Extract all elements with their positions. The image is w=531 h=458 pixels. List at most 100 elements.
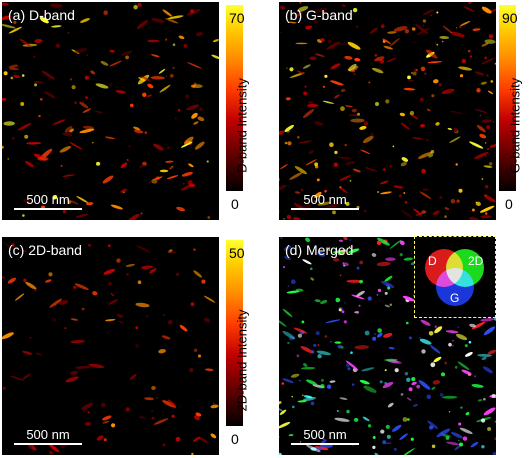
signal-spot (479, 205, 495, 213)
signal-spot (357, 112, 360, 116)
signal-spot (52, 317, 57, 322)
signal-spot (471, 208, 475, 212)
signal-spot (339, 397, 348, 400)
signal-spot (441, 434, 451, 438)
scale-bar: 500 nm (14, 192, 82, 210)
signal-spot (404, 200, 408, 204)
signal-spot (431, 444, 436, 449)
signal-spot (458, 66, 472, 71)
signal-spot (356, 266, 360, 270)
signal-spot (292, 217, 301, 220)
signal-spot (353, 73, 356, 75)
signal-spot (411, 377, 416, 382)
signal-spot (282, 330, 296, 340)
signal-spot (339, 175, 352, 181)
signal-spot (303, 363, 308, 367)
signal-spot (384, 275, 393, 282)
signal-spot (420, 97, 424, 102)
scale-bar-line (291, 208, 359, 210)
signal-spot (82, 408, 87, 413)
signal-spot (52, 119, 66, 125)
signal-spot (159, 169, 169, 173)
signal-spot (347, 41, 361, 50)
signal-spot (11, 136, 15, 140)
signal-spot (458, 188, 463, 193)
panel-label: (d) Merged (285, 242, 354, 258)
signal-spot (325, 319, 341, 323)
signal-spot (481, 445, 485, 449)
signal-spot (436, 43, 439, 46)
signal-spot (186, 104, 200, 111)
signal-spot (279, 130, 285, 135)
signal-spot (65, 376, 79, 383)
signal-spot (199, 107, 203, 112)
signal-spot (484, 142, 487, 144)
signal-spot (172, 167, 175, 169)
signal-spot (144, 131, 147, 134)
signal-spot (137, 280, 142, 284)
signal-spot (469, 216, 476, 220)
signal-spot (2, 97, 7, 101)
signal-spot (430, 362, 436, 368)
signal-spot (441, 88, 455, 94)
signal-spot (192, 84, 203, 89)
signal-spot (480, 81, 487, 85)
signal-spot (149, 181, 151, 183)
signal-spot (287, 285, 290, 287)
signal-spot (197, 116, 205, 122)
signal-spot (360, 149, 371, 155)
signal-spot (409, 110, 415, 116)
signal-spot (471, 384, 484, 388)
signal-spot (2, 274, 6, 279)
signal-spot (181, 172, 193, 177)
signal-spot (290, 373, 300, 378)
signal-spot (424, 72, 427, 75)
signal-spot (297, 400, 307, 403)
signal-spot (380, 191, 392, 195)
signal-spot (312, 18, 318, 24)
signal-spot (428, 153, 434, 158)
signal-spot (487, 427, 492, 431)
panel-d-band: (a) D-band 500 nm (2, 2, 219, 220)
signal-spot (152, 176, 163, 181)
signal-spot (474, 71, 485, 76)
signal-spot (165, 38, 168, 41)
signal-spot (445, 330, 459, 334)
signal-spot (348, 246, 351, 248)
venn-diagram (425, 249, 484, 306)
signal-spot (402, 295, 415, 302)
signal-spot (103, 438, 107, 442)
signal-spot (67, 32, 70, 34)
signal-spot (427, 420, 439, 429)
signal-spot (479, 133, 487, 139)
g-band-colorbar (499, 5, 516, 191)
signal-spot (474, 108, 488, 114)
signal-spot (488, 162, 493, 166)
signal-spot (444, 207, 447, 209)
signal-spot (281, 382, 285, 385)
signal-spot (344, 55, 353, 60)
signal-spot (488, 34, 494, 39)
signal-spot (142, 92, 147, 98)
signal-spot (193, 270, 203, 278)
signal-spot (109, 49, 115, 53)
signal-spot (334, 417, 350, 422)
signal-spot (400, 161, 407, 167)
signal-spot (120, 188, 128, 193)
signal-spot (448, 342, 452, 347)
signal-spot (151, 179, 158, 184)
signal-spot (70, 340, 85, 344)
signal-spot (108, 299, 118, 305)
2d-band-colorbar-max: 50 (229, 245, 245, 261)
signal-spot (419, 336, 422, 339)
signal-spot (136, 20, 148, 30)
signal-spot (322, 11, 325, 14)
signal-spot (459, 20, 471, 27)
signal-spot (367, 296, 372, 301)
signal-spot (34, 289, 37, 292)
signal-spot (474, 375, 477, 378)
signal-spot (456, 27, 458, 29)
signal-spot (342, 262, 345, 265)
signal-spot (333, 162, 339, 168)
signal-spot (461, 369, 472, 375)
